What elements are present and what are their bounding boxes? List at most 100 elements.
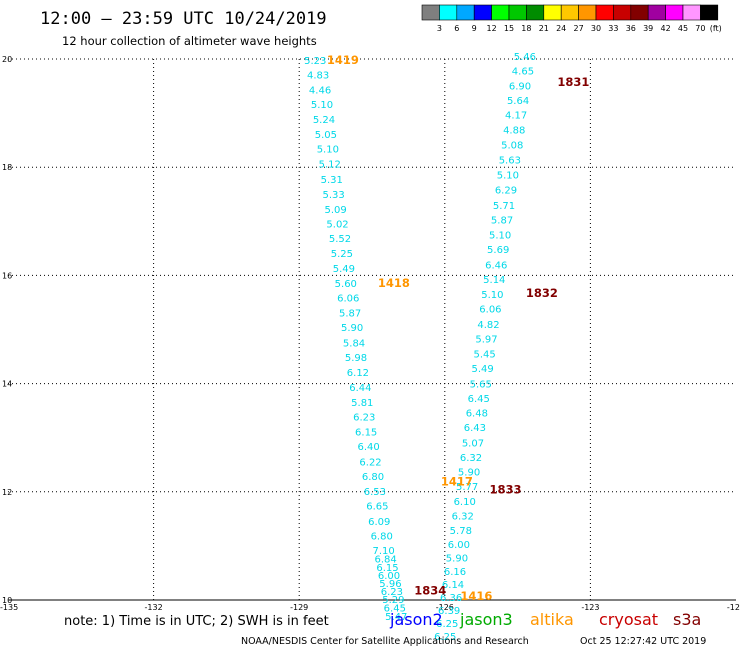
colorbar-label: 21	[539, 24, 549, 33]
swh-value: 6.40	[357, 442, 379, 453]
swh-value: 4.88	[503, 126, 525, 137]
swh-value: 6.43	[464, 423, 486, 434]
satellite-s3a: s3a	[673, 610, 701, 629]
swh-value: 6.14	[442, 580, 464, 591]
swh-value: 6.65	[366, 502, 388, 513]
satellite-legend: jason2 jason3 altika cryosat s3a	[389, 610, 701, 629]
swh-value: 5.07	[462, 438, 484, 449]
swh-value: 6.22	[359, 457, 381, 468]
swh-value: 5.90	[458, 468, 480, 479]
colorbar-swatch	[595, 4, 614, 21]
swh-value: 5.90	[341, 323, 363, 334]
swh-value: 5.81	[351, 398, 373, 409]
swh-value: 6.46	[485, 260, 507, 271]
swh-value: 6.00	[378, 571, 400, 582]
swh-value: 6.48	[466, 409, 488, 420]
swh-value: 6.25	[434, 632, 456, 643]
swh-value: 6.06	[337, 293, 359, 304]
swh-value: 5.09	[324, 205, 346, 216]
pass-time-label: 1416	[460, 589, 492, 603]
swh-value: 5.87	[491, 215, 513, 226]
pass-time-label: 1418	[378, 276, 410, 290]
swh-value: 5.05	[315, 130, 337, 141]
colorbar-label: 9	[472, 24, 477, 33]
colorbar-swatch	[682, 4, 701, 21]
colorbar-legend: 3 6 9 12 15 18 21 24 27 30 33 36 39 42 45 70 (ft)	[421, 4, 722, 33]
swh-value: 6.29	[495, 186, 517, 197]
swh-value: 6.23	[381, 587, 403, 598]
swh-value: 6.90	[509, 81, 531, 92]
pass-time-label: 1833	[489, 482, 521, 496]
swh-value: 6.15	[355, 428, 377, 439]
swh-value: 6.00	[448, 540, 470, 551]
swh-value: 4.65	[512, 67, 534, 78]
swh-value: 5.45	[473, 350, 495, 361]
pass-time-label: 1834	[414, 584, 446, 598]
swh-value: 5.46	[514, 52, 536, 63]
swh-value: 6.10	[454, 497, 476, 508]
swh-value: 6.25	[436, 619, 458, 630]
colorbar-label: 18	[521, 24, 531, 33]
colorbar-unit: (ft)	[710, 24, 722, 33]
swh-value: 5.31	[321, 175, 343, 186]
swh-value: 5.23	[304, 56, 326, 67]
swh-value: 6.32	[452, 511, 474, 522]
wave-height-values: 5.23 4.83 4.46 5.10 5.24 5.05 5.10 5.12 5.31 5.33…	[304, 52, 536, 643]
colorbar-label: 45	[678, 24, 688, 33]
swh-value: 5.65	[470, 379, 492, 390]
swh-value: 5.49	[472, 364, 494, 375]
colorbar-label: 33	[608, 24, 618, 33]
swh-value: 6.12	[347, 368, 369, 379]
colorbar-swatch	[647, 4, 666, 21]
swh-value: 6.15	[376, 563, 398, 574]
colorbar-label: 3	[437, 24, 442, 33]
swh-value: 6.39	[438, 606, 460, 617]
x-tick-label: -12	[727, 603, 740, 612]
colorbar-swatch	[543, 4, 562, 21]
swh-value: 6.80	[371, 531, 393, 542]
x-tick-label: -132	[145, 603, 163, 612]
swh-value: 5.98	[345, 353, 367, 364]
swh-value: 6.06	[479, 305, 501, 316]
swh-value: 5.47	[385, 612, 407, 623]
credit-text: NOAA/NESDIS Center for Satellite Applica…	[241, 636, 529, 647]
swh-value: 6.23	[353, 412, 375, 423]
colorbar-swatch	[508, 4, 527, 21]
x-tick-label: -126	[436, 603, 454, 612]
colorbar-label: 36	[626, 24, 636, 33]
swh-value: 5.14	[483, 275, 505, 286]
colorbar-label: 27	[574, 24, 584, 33]
swh-value: 5.78	[450, 526, 472, 537]
colorbar-swatch	[439, 4, 458, 21]
swh-value: 5.77	[456, 482, 478, 493]
colorbar-swatch	[421, 4, 440, 21]
swh-value: 6.32	[460, 453, 482, 464]
colorbar-label: 30	[591, 24, 601, 33]
swh-value: 6.16	[444, 567, 466, 578]
pass-time-labels: 1419 1418 1417 1416 1831 1832 1833 1834	[327, 53, 590, 603]
swh-value: 5.02	[326, 219, 348, 230]
colorbar-label: 39	[643, 24, 653, 33]
footer-note: note: 1) Time is in UTC; 2) SWH is in fe…	[64, 614, 329, 629]
swh-value: 5.64	[507, 96, 529, 107]
swh-value: 5.10	[317, 145, 339, 156]
timestamp-text: Oct 25 12:27:42 UTC 2019	[580, 636, 706, 647]
pass-time-label: 1419	[327, 53, 359, 67]
y-tick-label: 20	[2, 55, 12, 64]
colorbar-swatch	[560, 4, 579, 21]
swh-value: 5.90	[446, 554, 468, 565]
colorbar-swatch	[630, 4, 649, 21]
swh-value: 5.69	[487, 245, 509, 256]
colorbar-label: 42	[661, 24, 671, 33]
x-tick-label: -123	[581, 603, 599, 612]
swh-value: 6.44	[349, 383, 371, 394]
swh-value: 7.10	[373, 546, 395, 557]
swh-value: 5.49	[333, 264, 355, 275]
colorbar-swatch	[526, 4, 545, 21]
chart-subtitle: 12 hour collection of altimeter wave hei…	[62, 34, 317, 48]
swh-value: 5.29	[382, 595, 404, 606]
swh-value: 6.80	[362, 472, 384, 483]
swh-value: 4.82	[477, 320, 499, 331]
pass-time-label: 1832	[526, 286, 558, 300]
